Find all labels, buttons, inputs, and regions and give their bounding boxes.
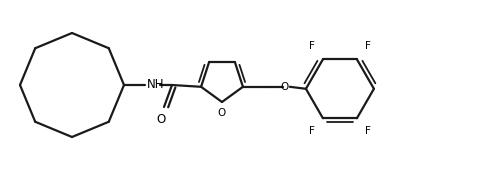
- Text: O: O: [281, 82, 289, 92]
- Text: O: O: [218, 108, 226, 118]
- Text: NH: NH: [147, 78, 165, 90]
- Text: F: F: [309, 126, 315, 136]
- Text: F: F: [365, 126, 371, 136]
- Text: F: F: [365, 41, 371, 51]
- Text: O: O: [156, 113, 166, 126]
- Text: F: F: [309, 41, 315, 51]
